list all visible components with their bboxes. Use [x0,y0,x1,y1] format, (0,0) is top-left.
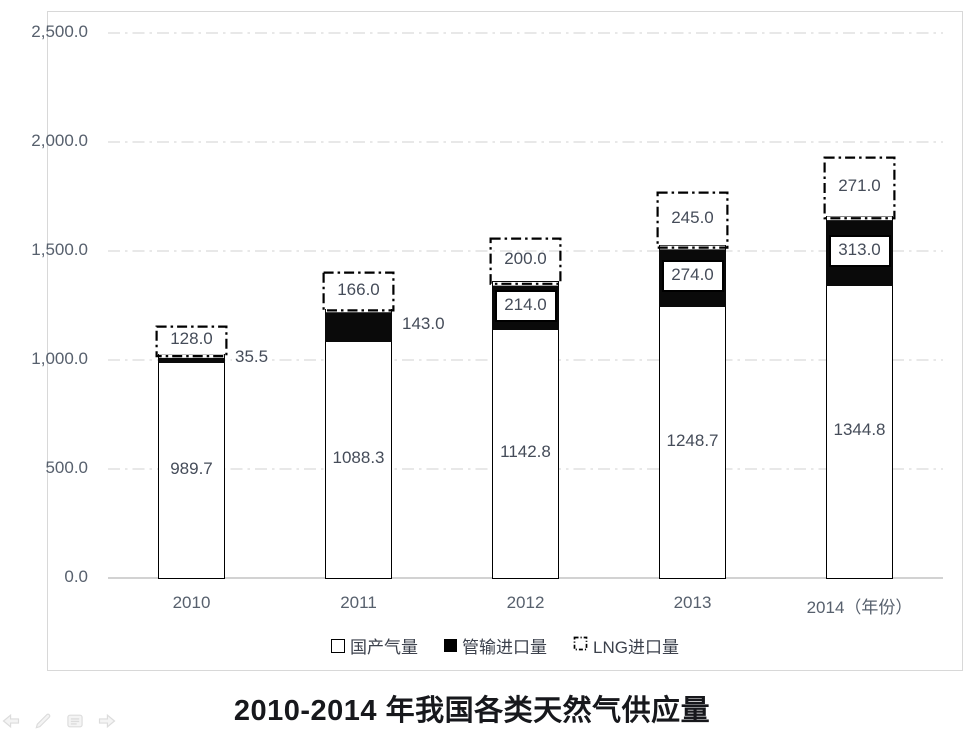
y-axis-tick-label: 2,000.0 [31,131,88,150]
x-axis-label: 2014（年份） [806,598,913,617]
pipeline-value-label: 214.0 [494,289,557,322]
y-axis-tick-label: 1,000.0 [31,349,88,368]
pipeline-value-label: 35.5 [232,347,272,368]
chart-title: 2010-2014 年我国各类天然气供应量 [233,695,711,727]
pipeline-bar-segment [158,353,225,364]
black-square-icon [444,639,458,652]
menu-icon[interactable] [65,711,85,731]
lng-value-label: 245.0 [671,207,714,227]
slideshow-nav-toolbar [1,711,117,731]
domestic-value-label: 1248.7 [666,430,719,450]
y-axis-tick-label: 500.0 [45,458,88,477]
lng-bar-segment [489,237,562,286]
y-axis-tick-label: 2,500.0 [31,22,88,41]
chart-legend: 国产气量 管输进口量 LNG进口量 [47,633,963,658]
lng-bar-segment [155,325,228,358]
domestic-bar-segment [826,284,893,579]
domestic-value-label: 1344.8 [833,420,886,440]
lng-value-label: 128.0 [170,329,213,349]
pipeline-value-label: 313.0 [828,234,891,267]
dash-dot-square-icon [573,636,588,656]
legend-item-domestic: 国产气量 [331,633,418,658]
pipeline-bar-segment [325,308,392,342]
lng-bar-segment [823,156,896,220]
legend-label-domestic: 国产气量 [350,638,419,657]
legend-item-pipeline: 管输进口量 [444,633,547,658]
lng-bar-segment [322,271,395,313]
pipeline-value-label: 143.0 [399,314,448,335]
white-square-icon [331,638,346,653]
domestic-bar-segment [158,362,225,579]
domestic-value-label: 989.7 [170,459,213,479]
domestic-value-label: 1088.3 [332,448,385,468]
lng-bar-segment [656,191,729,250]
legend-label-pipeline: 管输进口量 [462,638,548,657]
domestic-value-label: 1142.8 [500,442,551,462]
legend-item-lng: LNG进口量 [573,633,679,658]
x-axis-label: 2010 [172,593,211,612]
lng-value-label: 200.0 [504,248,547,268]
pipeline-value-label: 274.0 [661,259,724,292]
legend-label-lng: LNG进口量 [593,638,679,657]
forward-arrow-icon[interactable] [97,711,117,731]
domestic-bar-segment [325,340,392,579]
x-axis-label: 2012 [506,593,545,612]
y-axis-tick-label: 1,500.0 [31,240,88,259]
domestic-bar-segment [659,305,726,579]
pen-icon[interactable] [33,711,53,731]
lng-value-label: 166.0 [337,279,380,299]
y-axis-tick-label: 0.0 [64,567,88,586]
x-axis-label: 2013 [673,593,712,612]
x-axis-label: 2011 [340,593,377,612]
lng-value-label: 271.0 [838,175,881,195]
back-arrow-icon[interactable] [1,711,21,731]
